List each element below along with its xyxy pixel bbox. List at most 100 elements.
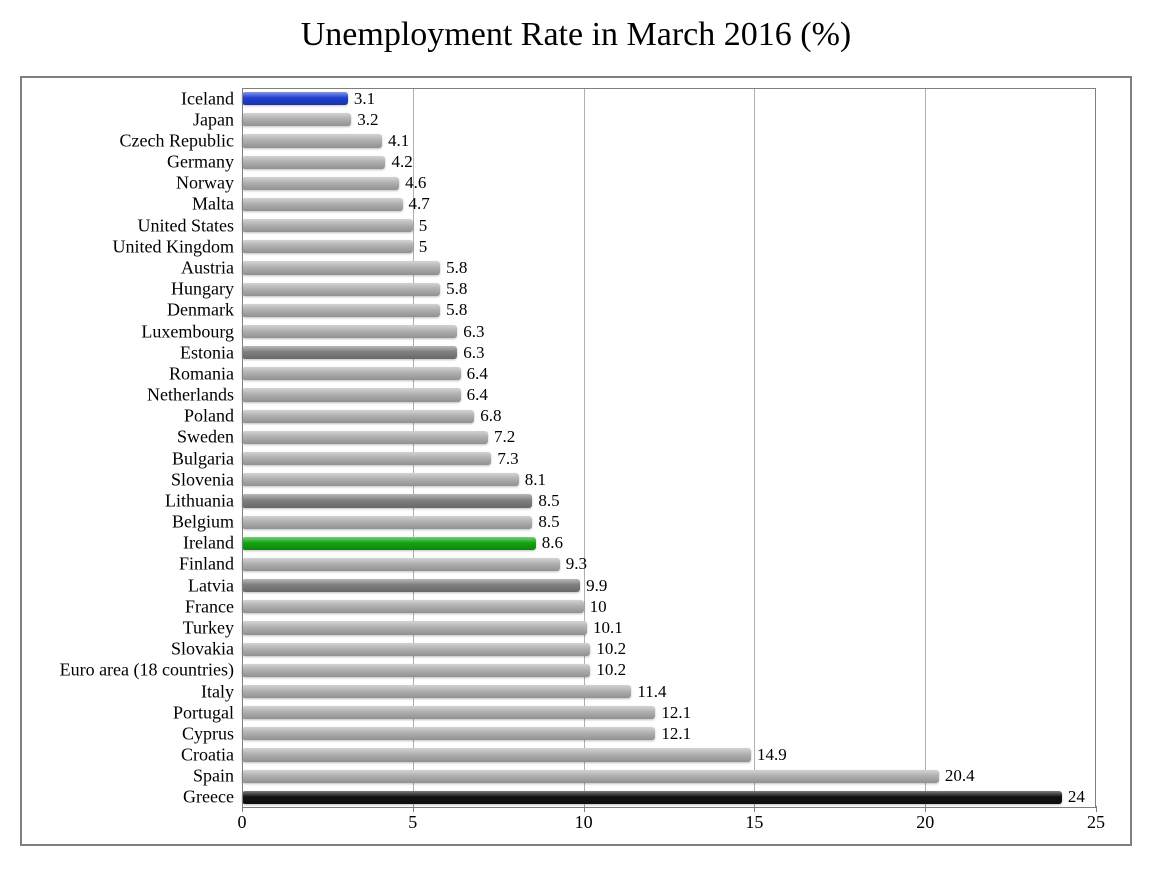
y-axis-label: Greece <box>183 787 234 808</box>
y-axis-label: Cyprus <box>182 723 234 744</box>
plot-area: Iceland3.1Japan3.2 Czech Republic4.1 Germa… <box>242 88 1096 808</box>
bars-container: Iceland3.1Japan3.2 Czech Republic4.1 Germa… <box>242 88 1096 808</box>
bar <box>242 685 631 698</box>
bar <box>242 156 385 169</box>
bar <box>242 558 560 571</box>
bar-slot: Latvia9.9 <box>242 579 1096 592</box>
y-axis-label: Luxembourg <box>141 321 234 342</box>
bar-slot: Belgium8.5 <box>242 516 1096 529</box>
bar-row: Spain20.4 <box>242 766 1096 787</box>
bar-value-label: 12.1 <box>661 724 691 744</box>
bar <box>242 643 590 656</box>
bar-row: Ireland8.6 <box>242 533 1096 554</box>
bar-row: Norway4.6 <box>242 173 1096 194</box>
bar-fill <box>242 156 385 169</box>
bar-value-label: 5.8 <box>446 300 467 320</box>
bar-value-label: 8.5 <box>538 491 559 511</box>
bar-value-label: 10.2 <box>596 660 626 680</box>
bar-row: Czech Republic4.1 <box>242 130 1096 151</box>
y-axis-label: France <box>185 596 234 617</box>
plot-outer-border: Iceland3.1Japan3.2 Czech Republic4.1 Germa… <box>20 76 1132 846</box>
bar-fill <box>242 346 457 359</box>
bar-slot: Greece24 <box>242 791 1096 804</box>
bar-slot: Slovakia10.2 <box>242 643 1096 656</box>
bar-slot: Netherlands6.4 <box>242 388 1096 401</box>
y-axis-label: Estonia <box>180 342 234 363</box>
y-axis-label: Hungary <box>171 279 234 300</box>
y-axis-label: Poland <box>184 406 234 427</box>
bar <box>242 304 440 317</box>
bar-value-label: 6.4 <box>467 385 488 405</box>
bar-slot: Spain20.4 <box>242 770 1096 783</box>
bar-row: Sweden7.2 <box>242 427 1096 448</box>
bar <box>242 240 413 253</box>
y-axis-label: United States <box>138 215 235 236</box>
x-tick-label: 0 <box>238 812 247 833</box>
bar-slot: Euro area (18 countries)10.2 <box>242 664 1096 677</box>
bar-fill <box>242 304 440 317</box>
y-axis-label: Netherlands <box>147 385 234 406</box>
bar-value-label: 7.2 <box>494 427 515 447</box>
x-tick-mark <box>413 806 414 812</box>
bar <box>242 113 351 126</box>
bar <box>242 325 457 338</box>
bar-row: Japan3.2 <box>242 109 1096 130</box>
y-axis-label: Germany <box>167 152 234 173</box>
bar <box>242 388 461 401</box>
bar-row: Turkey10.1 <box>242 617 1096 638</box>
x-axis: 0510152025 <box>242 808 1096 838</box>
bar-row: Hungary5.8 <box>242 279 1096 300</box>
bar-row: United Kingdom5 <box>242 236 1096 257</box>
bar-fill <box>242 727 655 740</box>
bar-row: Romania6.4 <box>242 363 1096 384</box>
bar <box>242 410 474 423</box>
bar-row: Iceland3.1 <box>242 88 1096 109</box>
bar-value-label: 7.3 <box>497 449 518 469</box>
bar-fill <box>242 643 590 656</box>
bar-row: Poland6.8 <box>242 406 1096 427</box>
y-axis-label: Ireland <box>183 533 234 554</box>
bar-slot: United Kingdom5 <box>242 240 1096 253</box>
y-axis-label: Euro area (18 countries) <box>60 660 234 681</box>
bar-value-label: 4.7 <box>409 194 430 214</box>
bar-fill <box>242 473 519 486</box>
bar-fill <box>242 240 413 253</box>
bar-slot: Estonia6.3 <box>242 346 1096 359</box>
bar-fill <box>242 388 461 401</box>
y-axis-label: Belgium <box>172 512 234 533</box>
bar <box>242 727 655 740</box>
bar-row: Estonia6.3 <box>242 342 1096 363</box>
y-axis-label: Finland <box>179 554 234 575</box>
bar-slot: Sweden7.2 <box>242 431 1096 444</box>
bar-row: Croatia14.9 <box>242 744 1096 765</box>
y-axis-label: Denmark <box>167 300 234 321</box>
bar-slot: Italy11.4 <box>242 685 1096 698</box>
bar-slot: Malta4.7 <box>242 198 1096 211</box>
bar-fill <box>242 579 580 592</box>
y-axis-label: Italy <box>201 681 234 702</box>
bar <box>242 770 939 783</box>
y-axis-label: Latvia <box>188 575 234 596</box>
bar-value-label: 5 <box>419 237 428 257</box>
x-tick-mark <box>242 806 243 812</box>
bar <box>242 600 584 613</box>
bar-value-label: 9.9 <box>586 576 607 596</box>
bar-value-label: 4.6 <box>405 173 426 193</box>
bar-fill <box>242 494 532 507</box>
x-tick-mark <box>925 806 926 812</box>
bar-slot: Austria5.8 <box>242 261 1096 274</box>
bar-value-label: 4.1 <box>388 131 409 151</box>
bar <box>242 261 440 274</box>
bar-fill <box>242 367 461 380</box>
bar-slot: United States5 <box>242 219 1096 232</box>
x-tick-mark <box>754 806 755 812</box>
bar-row: Austria5.8 <box>242 257 1096 278</box>
bar-slot: Bulgaria7.3 <box>242 452 1096 465</box>
bar-value-label: 9.3 <box>566 554 587 574</box>
bar-fill <box>242 558 560 571</box>
bar-slot: Czech Republic4.1 <box>242 134 1096 147</box>
bar <box>242 346 457 359</box>
bar-row: Greece24 <box>242 787 1096 808</box>
y-axis-label: Sweden <box>177 427 234 448</box>
bar-slot: Germany4.2 <box>242 156 1096 169</box>
